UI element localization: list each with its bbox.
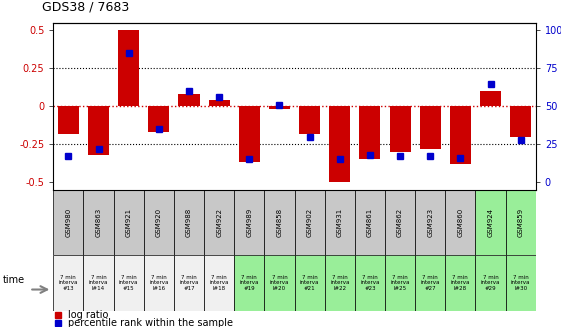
Bar xyxy=(385,190,415,255)
Bar xyxy=(325,190,355,255)
Bar xyxy=(234,255,264,311)
Bar xyxy=(420,106,441,149)
Text: GSM902: GSM902 xyxy=(307,208,312,237)
Text: GSM988: GSM988 xyxy=(186,208,192,237)
Bar xyxy=(355,190,385,255)
Bar xyxy=(295,190,325,255)
Text: 7 min
interva
#17: 7 min interva #17 xyxy=(179,275,199,291)
Bar xyxy=(118,30,139,106)
Bar xyxy=(475,255,505,311)
Bar xyxy=(84,190,113,255)
Text: log ratio: log ratio xyxy=(68,310,108,320)
Bar xyxy=(295,255,325,311)
Text: 7 min
interva
#23: 7 min interva #23 xyxy=(360,275,380,291)
Bar xyxy=(445,190,475,255)
Text: 7 min
interva
#19: 7 min interva #19 xyxy=(240,275,259,291)
Bar xyxy=(178,94,200,106)
Text: 7 min
interva
l#28: 7 min interva l#28 xyxy=(450,275,470,291)
Bar xyxy=(475,190,505,255)
Text: GSM858: GSM858 xyxy=(277,208,282,237)
Bar xyxy=(329,106,350,182)
Bar xyxy=(88,106,109,155)
Text: 7 min
interva
l#18: 7 min interva l#18 xyxy=(209,275,229,291)
Text: GSM859: GSM859 xyxy=(518,208,523,237)
Bar xyxy=(269,106,290,109)
Text: percentile rank within the sample: percentile rank within the sample xyxy=(68,318,233,327)
Bar xyxy=(113,190,144,255)
Bar xyxy=(450,106,471,164)
Text: 7 min
interva
#29: 7 min interva #29 xyxy=(481,275,500,291)
Bar xyxy=(239,106,260,163)
Text: 7 min
interva
l#30: 7 min interva l#30 xyxy=(511,275,531,291)
Text: time: time xyxy=(3,275,25,284)
Bar xyxy=(174,190,204,255)
Text: 7 min
interva
#27: 7 min interva #27 xyxy=(420,275,440,291)
Text: GDS38 / 7683: GDS38 / 7683 xyxy=(42,0,130,13)
Text: 7 min
interva
l#22: 7 min interva l#22 xyxy=(330,275,350,291)
Text: GSM920: GSM920 xyxy=(156,208,162,237)
Text: 7 min
interva
l#14: 7 min interva l#14 xyxy=(89,275,108,291)
Bar xyxy=(144,255,174,311)
Bar xyxy=(385,255,415,311)
Bar xyxy=(53,190,84,255)
Text: GSM923: GSM923 xyxy=(427,208,433,237)
Text: 7 min
interva
#21: 7 min interva #21 xyxy=(300,275,319,291)
Text: GSM924: GSM924 xyxy=(488,208,494,237)
Bar xyxy=(480,91,501,106)
Bar xyxy=(510,106,531,137)
Text: 7 min
interva
#15: 7 min interva #15 xyxy=(119,275,139,291)
Text: GSM861: GSM861 xyxy=(367,208,373,237)
Bar xyxy=(148,106,169,132)
Bar xyxy=(174,255,204,311)
Text: GSM989: GSM989 xyxy=(246,208,252,237)
Bar xyxy=(505,255,536,311)
Text: GSM931: GSM931 xyxy=(337,208,343,237)
Bar xyxy=(144,190,174,255)
Text: GSM922: GSM922 xyxy=(216,208,222,237)
Bar xyxy=(325,255,355,311)
Bar xyxy=(209,100,229,106)
Bar xyxy=(355,255,385,311)
Text: 7 min
interva
#13: 7 min interva #13 xyxy=(58,275,78,291)
Bar xyxy=(58,106,79,133)
Text: 7 min
interva
l#16: 7 min interva l#16 xyxy=(149,275,169,291)
Bar xyxy=(299,106,320,133)
Bar xyxy=(204,190,234,255)
Bar xyxy=(53,255,84,311)
Bar xyxy=(204,255,234,311)
Bar xyxy=(389,106,411,152)
Bar xyxy=(84,255,113,311)
Bar xyxy=(264,255,295,311)
Bar xyxy=(505,190,536,255)
Bar xyxy=(445,255,475,311)
Text: GSM921: GSM921 xyxy=(126,208,132,237)
Text: GSM860: GSM860 xyxy=(457,208,463,237)
Text: 7 min
interva
l#20: 7 min interva l#20 xyxy=(270,275,289,291)
Bar xyxy=(415,190,445,255)
Bar xyxy=(234,190,264,255)
Text: 7 min
interva
l#25: 7 min interva l#25 xyxy=(390,275,410,291)
Text: GSM862: GSM862 xyxy=(397,208,403,237)
Bar xyxy=(415,255,445,311)
Text: GSM980: GSM980 xyxy=(66,208,71,237)
Bar xyxy=(264,190,295,255)
Bar xyxy=(113,255,144,311)
Text: GSM863: GSM863 xyxy=(95,208,102,237)
Bar xyxy=(360,106,380,159)
